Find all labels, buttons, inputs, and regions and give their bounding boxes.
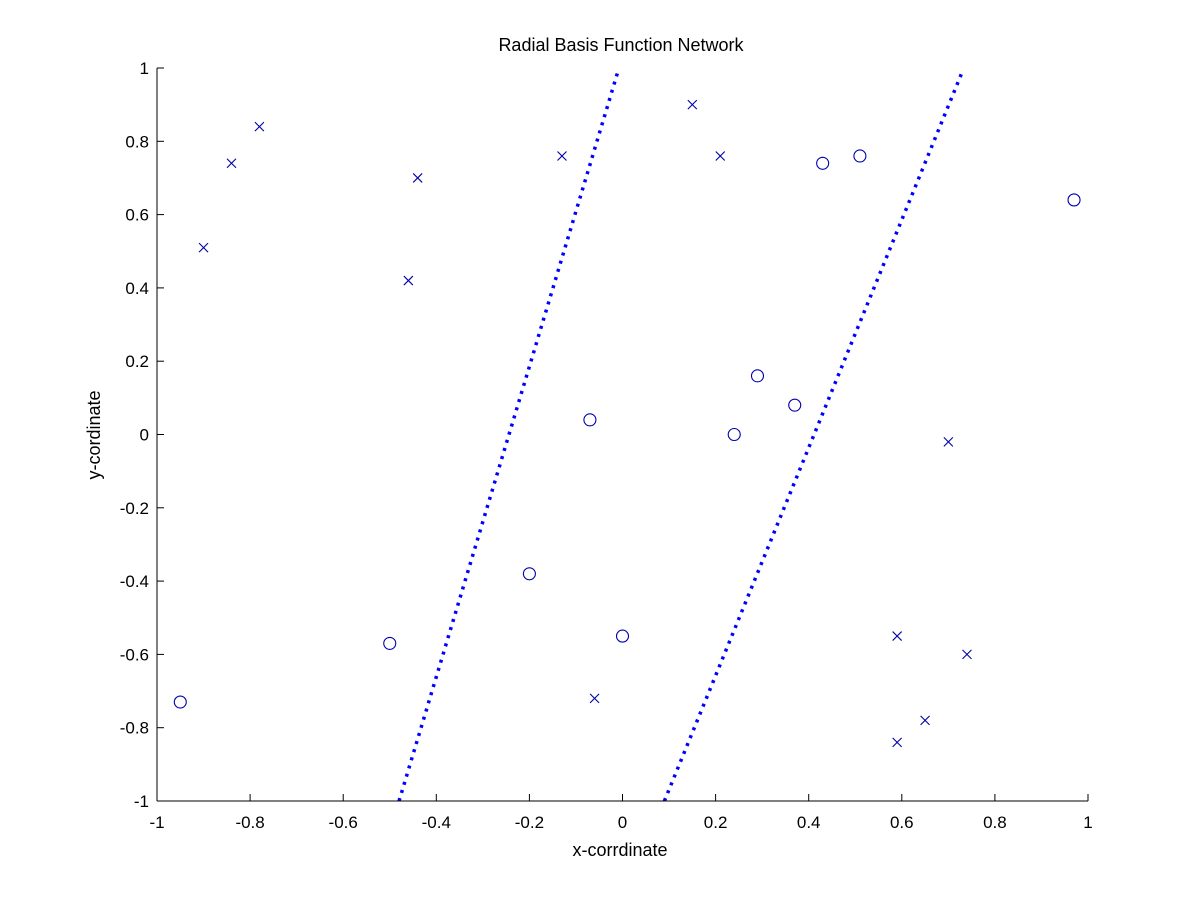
decision-boundaries — [397, 71, 964, 802]
o-marker-point — [522, 567, 536, 581]
o-marker-point — [1067, 193, 1081, 207]
x-tick-label: 0.2 — [704, 813, 728, 832]
o-marker-point — [788, 398, 802, 412]
axes — [156, 68, 1088, 802]
y-tick-label: -1 — [134, 792, 149, 811]
x-marker-stroke — [198, 242, 209, 253]
x-tick-label: -0.2 — [515, 813, 544, 832]
o-marker-point — [816, 156, 830, 170]
x-marker-point — [557, 151, 567, 161]
o-marker-point — [383, 636, 397, 650]
x-marker-point — [254, 121, 265, 132]
boundary-line-1 — [397, 71, 620, 802]
o-marker-point — [727, 427, 741, 442]
x-marker-point — [226, 158, 237, 169]
x-tick-label: -0.8 — [235, 813, 264, 832]
o-marker-point — [615, 629, 630, 643]
x-marker-stroke — [920, 715, 930, 726]
y-tick-label: 0.4 — [125, 279, 149, 298]
y-tick-label: 0.8 — [125, 132, 149, 151]
y-tick-label: -0.6 — [120, 645, 149, 664]
x-marker-stroke — [226, 158, 237, 169]
x-marker-stroke — [687, 99, 698, 110]
x-marker-stroke — [892, 631, 903, 641]
x-tick-label: -0.4 — [422, 813, 451, 832]
x-tick-label: 0.8 — [983, 813, 1007, 832]
x-marker-point — [892, 737, 903, 748]
x-tick-label: 1 — [1083, 813, 1092, 832]
x-axis-label: x-corrdinate — [572, 840, 667, 860]
x-marker-stroke — [412, 173, 423, 183]
y-tick-label: 0.6 — [125, 206, 149, 225]
boundary-line-2 — [662, 71, 964, 802]
y-tick-label: -0.4 — [120, 572, 149, 591]
y-tick-label: -0.8 — [120, 719, 149, 738]
y-tick-label: -0.2 — [120, 499, 149, 518]
data-points — [173, 99, 1081, 748]
x-marker-stroke — [962, 649, 972, 660]
x-marker-point — [198, 242, 209, 253]
x-marker-point — [412, 173, 423, 183]
x-marker-point — [403, 275, 414, 286]
o-marker-point — [583, 413, 597, 427]
x-marker-stroke — [589, 693, 600, 704]
x-marker-stroke — [403, 275, 414, 286]
y-tick-label: 0 — [140, 426, 149, 445]
x-marker-stroke — [254, 121, 265, 132]
x-marker-stroke — [715, 151, 726, 161]
y-axis-label: y-cordinate — [84, 390, 104, 479]
x-marker-point — [892, 631, 903, 641]
y-tick-label: 1 — [140, 59, 149, 78]
chart-title: Radial Basis Function Network — [498, 35, 744, 55]
x-marker-stroke — [892, 737, 903, 748]
o-marker-point — [853, 149, 867, 163]
x-marker-point — [687, 99, 698, 110]
x-tick-label: 0.4 — [797, 813, 821, 832]
y-tick-label: 0.2 — [125, 352, 149, 371]
x-marker-point — [943, 436, 954, 447]
x-marker-point — [715, 151, 726, 161]
x-marker-stroke — [557, 151, 567, 161]
x-tick-label: -0.6 — [329, 813, 358, 832]
o-marker-point — [750, 369, 765, 383]
x-marker-point — [962, 649, 972, 660]
o-marker-point — [173, 695, 187, 709]
x-marker-point — [589, 693, 600, 704]
x-marker-stroke — [943, 436, 954, 447]
ticks: -1 -0.8 -0.6 -0.4 -0.2 0 0.2 0.4 0.6 0.8 1 -1 -0.8 -0… — [120, 59, 1093, 832]
x-marker-point — [920, 715, 930, 726]
x-tick-label: -1 — [149, 813, 164, 832]
x-tick-label: 0 — [618, 813, 627, 832]
x-tick-label: 0.6 — [890, 813, 914, 832]
